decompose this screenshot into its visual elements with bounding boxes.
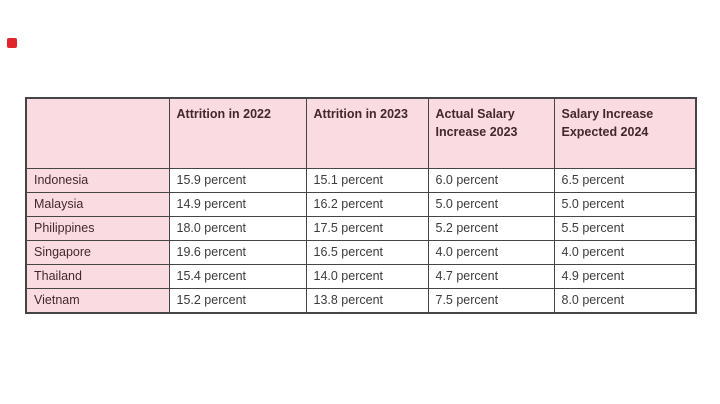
data-cell: 5.2 percent bbox=[427, 216, 555, 241]
data-cell: 16.2 percent bbox=[305, 192, 429, 217]
data-cell: 4.0 percent bbox=[553, 240, 697, 265]
data-cell: 15.4 percent bbox=[168, 264, 307, 289]
data-cell: 16.5 percent bbox=[305, 240, 429, 265]
table-row-indonesia: Indonesia 15.9 percent 15.1 percent 6.0 per… bbox=[25, 168, 697, 193]
table-row-singapore: Singapore 19.6 percent 16.5 percent 4.0 per… bbox=[25, 240, 697, 265]
column-header-actual-salary-increase-2023: Actual Salary Increase 2023 bbox=[427, 97, 555, 169]
table-row-philippines: Philippines 18.0 percent 17.5 percent 5.2 p… bbox=[25, 216, 697, 241]
data-cell: 7.5 percent bbox=[427, 288, 555, 314]
data-cell: 4.0 percent bbox=[427, 240, 555, 265]
red-mark-icon bbox=[7, 38, 17, 48]
data-cell: 17.5 percent bbox=[305, 216, 429, 241]
column-header-attrition-in-2022: Attrition in 2022 bbox=[168, 97, 307, 169]
data-cell: 6.5 percent bbox=[553, 168, 697, 193]
row-label: Indonesia bbox=[25, 168, 170, 193]
table-row-vietnam: Vietnam 15.2 percent 13.8 percent 7.5 perce… bbox=[25, 288, 697, 314]
table-row-malaysia: Malaysia 14.9 percent 16.2 percent 5.0 perc… bbox=[25, 192, 697, 217]
data-cell: 4.7 percent bbox=[427, 264, 555, 289]
data-cell: 14.9 percent bbox=[168, 192, 307, 217]
table-row-thailand: Thailand 15.4 percent 14.0 percent 4.7 perc… bbox=[25, 264, 697, 289]
data-cell: 18.0 percent bbox=[168, 216, 307, 241]
data-cell: 5.0 percent bbox=[553, 192, 697, 217]
data-cell: 5.5 percent bbox=[553, 216, 697, 241]
data-cell: 6.0 percent bbox=[427, 168, 555, 193]
table-body: Indonesia 15.9 percent 15.1 percent 6.0 per… bbox=[25, 168, 697, 314]
column-header-attrition-in-2023: Attrition in 2023 bbox=[305, 97, 429, 169]
data-cell: 19.6 percent bbox=[168, 240, 307, 265]
column-header-salary-increase-expected-2024: Salary Increase Expected 2024 bbox=[553, 97, 697, 169]
data-cell: 15.2 percent bbox=[168, 288, 307, 314]
row-label: Vietnam bbox=[25, 288, 170, 314]
data-cell: 15.1 percent bbox=[305, 168, 429, 193]
row-label: Philippines bbox=[25, 216, 170, 241]
row-label: Singapore bbox=[25, 240, 170, 265]
row-label: Thailand bbox=[25, 264, 170, 289]
column-header-blank bbox=[25, 97, 170, 169]
data-cell: 5.0 percent bbox=[427, 192, 555, 217]
row-label: Malaysia bbox=[25, 192, 170, 217]
data-cell: 4.9 percent bbox=[553, 264, 697, 289]
header-row: Attrition in 2022 Attrition in 2023 Actual… bbox=[25, 97, 697, 169]
attrition-salary-table: Attrition in 2022 Attrition in 2023 Actual… bbox=[25, 97, 697, 314]
data-cell: 13.8 percent bbox=[305, 288, 429, 314]
data-cell: 14.0 percent bbox=[305, 264, 429, 289]
data-cell: 8.0 percent bbox=[553, 288, 697, 314]
data-cell: 15.9 percent bbox=[168, 168, 307, 193]
